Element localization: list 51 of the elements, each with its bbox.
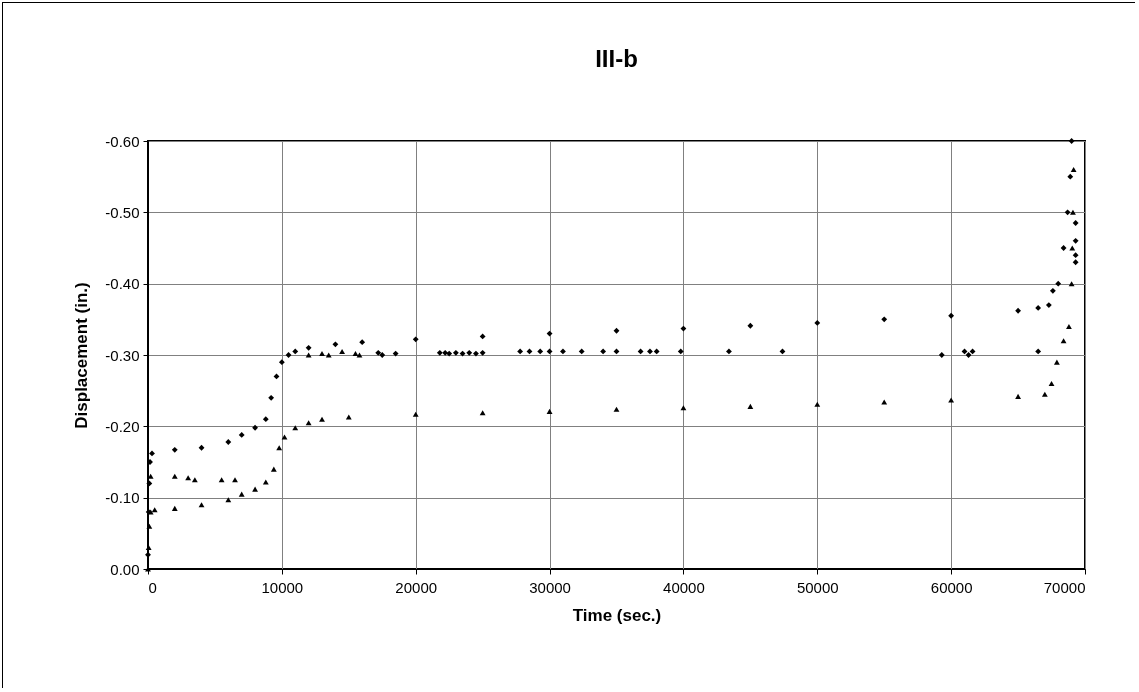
point: [252, 486, 258, 492]
x-tick-label: 20000: [395, 578, 438, 596]
y-axis-title: Displacement (in.): [72, 282, 92, 429]
point: [325, 352, 332, 358]
point: [238, 491, 245, 497]
x-tick-label: 10000: [261, 578, 304, 596]
point: [339, 348, 346, 354]
point: [352, 351, 359, 357]
point: [319, 416, 325, 422]
point: [270, 466, 277, 472]
point: [613, 406, 620, 412]
point: [881, 399, 888, 405]
x-tick-label: 0: [148, 578, 157, 596]
point: [345, 414, 352, 420]
point: [814, 401, 821, 407]
point: [1068, 281, 1075, 287]
point: [1015, 393, 1021, 399]
y-tick-label: 0.00: [110, 560, 140, 578]
point: [281, 434, 288, 440]
y-tick-label: -0.40: [105, 275, 140, 293]
y-tick-label: -0.60: [105, 132, 140, 150]
point: [1070, 209, 1076, 215]
point: [1053, 359, 1060, 365]
y-tick-label: -0.10: [105, 489, 140, 507]
point: [171, 473, 178, 479]
point: [356, 352, 363, 358]
y-tick-label: -0.30: [105, 346, 140, 364]
y-tick-label: -0.50: [105, 203, 140, 221]
point: [1066, 323, 1072, 329]
point: [146, 523, 153, 529]
point: [546, 408, 553, 414]
point: [412, 411, 419, 417]
chart-title: III-b: [595, 45, 638, 72]
x-tick-label: 70000: [1043, 578, 1086, 596]
point: [1048, 381, 1055, 387]
point: [1069, 245, 1076, 251]
point: [1070, 167, 1077, 173]
x-tick-label: 40000: [663, 578, 705, 596]
x-axis-title: Time (sec.): [572, 605, 662, 625]
x-tick-label: 30000: [529, 578, 571, 596]
point: [145, 545, 152, 551]
point: [319, 351, 325, 357]
x-tick-label: 60000: [930, 578, 973, 596]
point: [305, 352, 312, 358]
point: [171, 505, 178, 511]
x-tick-label: 50000: [796, 578, 839, 596]
point: [479, 410, 486, 416]
point: [747, 403, 754, 409]
point: [1041, 391, 1048, 397]
point: [292, 425, 299, 431]
y-tick-label: -0.20: [105, 417, 140, 435]
